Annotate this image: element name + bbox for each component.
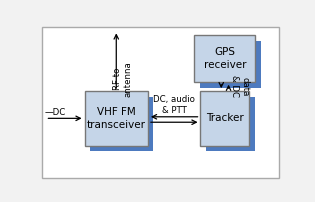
Bar xyxy=(200,91,249,146)
Bar xyxy=(90,97,153,152)
Text: VHF FM
transceiver: VHF FM transceiver xyxy=(87,107,146,130)
Bar xyxy=(194,35,255,82)
Text: DC, audio
& PTT: DC, audio & PTT xyxy=(153,95,195,115)
Bar xyxy=(84,91,148,146)
Bar xyxy=(200,41,261,88)
Text: data
& DC: data & DC xyxy=(230,76,249,97)
Text: —DC: —DC xyxy=(44,108,66,117)
Text: Tracker: Tracker xyxy=(206,113,244,123)
Bar xyxy=(206,97,255,152)
Text: GPS
receiver: GPS receiver xyxy=(204,47,246,70)
Text: RF to
antenna: RF to antenna xyxy=(113,61,132,97)
